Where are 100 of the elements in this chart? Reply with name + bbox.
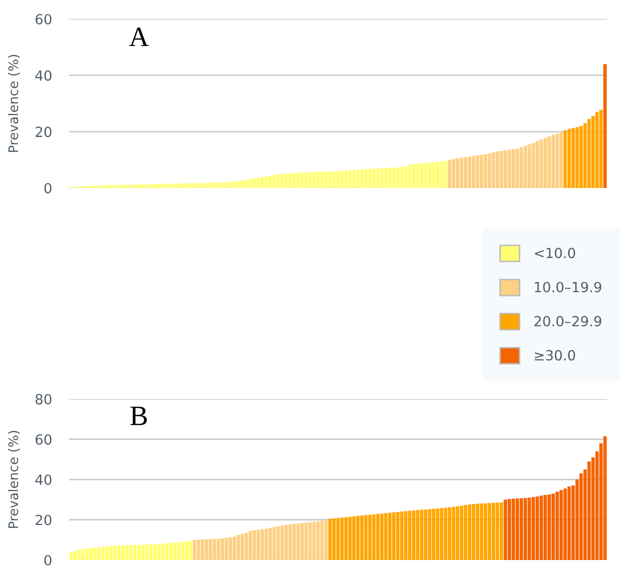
bar <box>356 516 360 560</box>
bar <box>152 184 156 188</box>
y-axis-title: Prevalence (%) <box>8 430 20 528</box>
bar <box>508 150 512 188</box>
bar <box>272 526 276 560</box>
bar <box>368 168 372 188</box>
bar <box>384 168 388 188</box>
bar <box>424 162 428 188</box>
bar <box>232 182 236 188</box>
bar <box>492 502 496 560</box>
bar <box>512 498 516 560</box>
y-tick-label: 60 <box>36 14 52 24</box>
bar <box>117 184 121 188</box>
bar <box>220 538 224 560</box>
bar <box>184 541 188 560</box>
bar <box>224 182 228 188</box>
bar <box>109 185 113 188</box>
bar <box>392 512 396 560</box>
bar <box>240 180 244 188</box>
bar <box>579 126 583 188</box>
bar <box>567 486 571 560</box>
bar <box>364 169 368 188</box>
y-tick-label: 40 <box>35 474 52 485</box>
bar <box>156 184 160 188</box>
bar <box>152 544 156 560</box>
bar <box>496 502 500 560</box>
bar <box>268 176 272 188</box>
bar <box>316 521 320 560</box>
bar <box>272 175 276 188</box>
bar <box>284 174 288 188</box>
bar <box>141 544 144 560</box>
bar <box>121 545 124 560</box>
chart-title: B <box>130 406 147 426</box>
bar <box>516 498 520 560</box>
bar <box>360 516 364 560</box>
bar <box>583 123 587 188</box>
bar <box>244 532 248 560</box>
bar <box>452 158 456 188</box>
bar <box>97 547 101 560</box>
bar <box>392 168 396 188</box>
bar <box>559 490 563 560</box>
bar <box>504 500 508 560</box>
bar <box>587 461 591 560</box>
bar <box>192 183 196 188</box>
bar <box>145 184 148 188</box>
bar <box>296 172 300 188</box>
legend-label: 20.0–29.9 <box>534 316 602 326</box>
bar <box>168 184 172 188</box>
bar <box>587 118 591 188</box>
bar <box>520 498 524 560</box>
bar <box>276 174 280 188</box>
bar <box>129 544 132 560</box>
bar <box>364 515 368 560</box>
bar <box>125 545 128 560</box>
bar <box>300 172 304 188</box>
bar <box>428 509 432 560</box>
bar <box>244 180 248 188</box>
bar <box>172 542 176 560</box>
bar <box>160 544 164 560</box>
bar <box>280 525 284 560</box>
bar <box>356 170 360 188</box>
bar <box>145 544 148 560</box>
bar <box>312 522 316 560</box>
bar <box>316 172 320 188</box>
bar <box>400 166 404 188</box>
bar <box>268 528 272 560</box>
legend-label: ≥30.0 <box>534 350 576 361</box>
y-tick-label: 0 <box>44 182 52 194</box>
bar <box>408 510 412 560</box>
bar <box>424 509 428 560</box>
bar <box>559 132 563 188</box>
bar <box>548 136 551 188</box>
bar <box>516 148 520 188</box>
bar <box>376 168 380 188</box>
bar <box>524 146 527 188</box>
bar <box>563 488 567 560</box>
bar <box>352 516 356 560</box>
y-tick-label: 40 <box>35 70 52 81</box>
bar <box>440 508 444 560</box>
bar <box>360 169 364 188</box>
bar <box>536 496 539 560</box>
bar <box>101 185 105 188</box>
bar <box>252 178 256 188</box>
bar <box>276 526 280 560</box>
bar <box>97 185 101 188</box>
bar <box>372 168 376 188</box>
bar <box>164 543 168 560</box>
bar <box>432 162 436 188</box>
bar <box>488 503 492 560</box>
bar <box>563 130 567 188</box>
bar <box>436 162 440 188</box>
bar <box>544 138 547 188</box>
bar <box>208 182 212 188</box>
bar <box>555 492 559 560</box>
bar <box>412 510 416 560</box>
bar <box>352 170 356 188</box>
bar <box>324 172 328 188</box>
bar <box>500 502 504 560</box>
bar <box>264 528 268 560</box>
bar <box>512 149 516 188</box>
